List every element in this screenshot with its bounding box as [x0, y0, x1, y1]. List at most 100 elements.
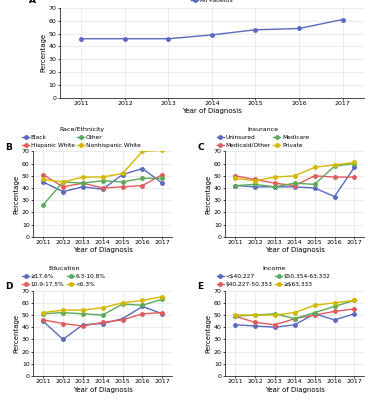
Medicare: [293, 181, 297, 186]
Medicaid/Other: [352, 175, 357, 180]
<$40,227: [352, 312, 357, 316]
10.9-17.5%: [140, 312, 145, 316]
Line: Private: Private: [233, 161, 356, 182]
Y-axis label: Percentage: Percentage: [14, 174, 20, 214]
X-axis label: Year of Diagnosis: Year of Diagnosis: [73, 386, 132, 392]
Nonhispanic White: [41, 177, 45, 182]
Line: Black: Black: [41, 167, 164, 194]
Line: Medicaid/Other: Medicaid/Other: [233, 174, 356, 187]
6.3-10.8%: [61, 310, 65, 315]
Hispanic White: [140, 183, 145, 188]
Text: A: A: [29, 0, 36, 5]
Line: $40,227-50,353: $40,227-50,353: [233, 307, 356, 326]
$50,354-63,332: [233, 314, 237, 319]
Legend: Black, Hispanic White, Other, Nonhispanic White: Black, Hispanic White, Other, Nonhispani…: [22, 127, 141, 148]
Other: [160, 176, 164, 181]
Private: [352, 160, 357, 165]
10.9-17.5%: [100, 320, 105, 325]
Medicaid/Other: [293, 183, 297, 188]
Nonhispanic White: [160, 148, 164, 153]
Black: [100, 187, 105, 192]
<$40,227: [233, 322, 237, 327]
$50,354-63,332: [253, 313, 257, 318]
$40,227-50,353: [273, 322, 277, 327]
Private: [273, 175, 277, 180]
≥$63,333: [233, 313, 237, 318]
Black: [61, 189, 65, 194]
Line: $50,354-63,332: $50,354-63,332: [233, 299, 356, 320]
Medicaid/Other: [312, 174, 317, 178]
X-axis label: Year of Diagnosis: Year of Diagnosis: [73, 247, 132, 253]
≥17.6%: [41, 319, 45, 324]
X-axis label: Year of Diagnosis: Year of Diagnosis: [265, 386, 325, 392]
≥17.6%: [81, 322, 85, 327]
X-axis label: Year of Diagnosis: Year of Diagnosis: [182, 108, 242, 114]
Nonhispanic White: [120, 171, 125, 176]
≥17.6%: [160, 312, 164, 316]
Line: <6.3%: <6.3%: [41, 295, 164, 314]
6.3-10.8%: [100, 313, 105, 318]
<$40,227: [312, 312, 317, 316]
Hispanic White: [61, 184, 65, 189]
6.3-10.8%: [81, 312, 85, 316]
<6.3%: [100, 305, 105, 310]
Medicaid/Other: [233, 174, 237, 178]
Private: [233, 176, 237, 181]
Black: [120, 172, 125, 177]
Text: E: E: [197, 282, 204, 291]
Uninsured: [352, 165, 357, 170]
≥17.6%: [120, 316, 125, 321]
Medicare: [233, 183, 237, 188]
Text: D: D: [5, 282, 13, 291]
Uninsured: [233, 183, 237, 188]
6.3-10.8%: [120, 302, 125, 306]
Line: Nonhispanic White: Nonhispanic White: [41, 148, 164, 184]
$40,227-50,353: [332, 309, 337, 314]
Hispanic White: [120, 184, 125, 189]
<$40,227: [293, 322, 297, 327]
Other: [120, 180, 125, 184]
≥$63,333: [352, 298, 357, 303]
Private: [332, 162, 337, 167]
<$40,227: [253, 324, 257, 328]
Medicaid/Other: [253, 177, 257, 182]
$50,354-63,332: [332, 304, 337, 309]
Black: [160, 181, 164, 186]
≥17.6%: [100, 321, 105, 326]
<$40,227: [332, 318, 337, 322]
6.3-10.8%: [140, 303, 145, 308]
$40,227-50,353: [253, 320, 257, 325]
Y-axis label: Percentage: Percentage: [206, 174, 212, 214]
Hispanic White: [100, 186, 105, 190]
≥$63,333: [273, 313, 277, 318]
<6.3%: [61, 308, 65, 312]
Line: 6.3-10.8%: 6.3-10.8%: [41, 298, 164, 317]
Medicaid/Other: [332, 175, 337, 180]
Other: [41, 203, 45, 208]
$40,227-50,353: [312, 313, 317, 318]
<6.3%: [160, 294, 164, 299]
10.9-17.5%: [41, 318, 45, 322]
6.3-10.8%: [41, 312, 45, 316]
10.9-17.5%: [160, 310, 164, 315]
$40,227-50,353: [352, 306, 357, 311]
Hispanic White: [160, 172, 164, 177]
Line: Hispanic White: Hispanic White: [41, 173, 164, 190]
Legend: All Patients: All Patients: [191, 0, 233, 3]
Black: [140, 166, 145, 171]
≥$63,333: [253, 313, 257, 318]
$50,354-63,332: [352, 298, 357, 303]
Line: <$40,227: <$40,227: [233, 312, 356, 329]
Nonhispanic White: [61, 180, 65, 184]
≥17.6%: [140, 304, 145, 309]
Nonhispanic White: [100, 175, 105, 180]
10.9-17.5%: [81, 324, 85, 328]
Line: ≥$63,333: ≥$63,333: [233, 299, 356, 317]
Uninsured: [253, 184, 257, 189]
<6.3%: [41, 310, 45, 315]
≥17.6%: [61, 337, 65, 342]
Line: 10.9-17.5%: 10.9-17.5%: [41, 311, 164, 328]
Hispanic White: [41, 172, 45, 177]
Line: Uninsured: Uninsured: [233, 166, 356, 198]
Uninsured: [312, 186, 317, 190]
